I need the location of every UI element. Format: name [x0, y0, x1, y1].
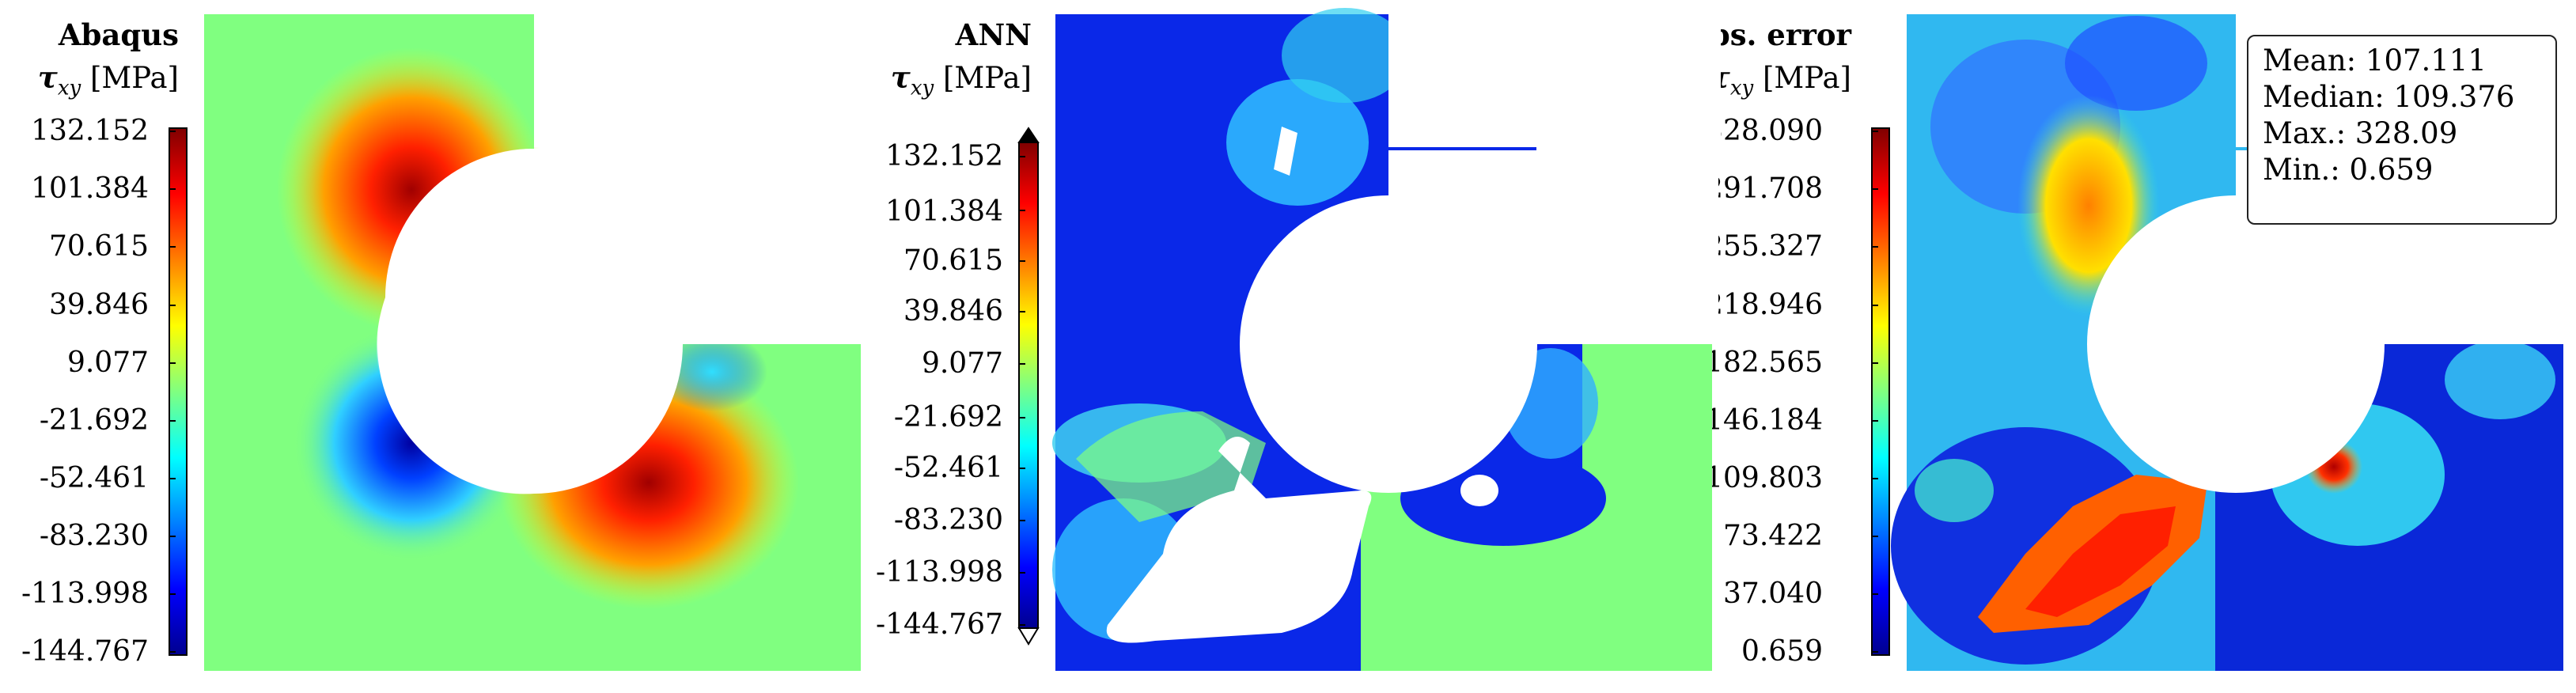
tick-label: 9.077 [921, 347, 1003, 380]
tick-label: 39.846 [903, 295, 1003, 328]
abaqus-panel-title: Abaqus [58, 17, 179, 52]
tick-label: 255.327 [1705, 230, 1823, 263]
tick-label: 101.384 [31, 172, 149, 205]
tick-label: -83.230 [893, 504, 1003, 536]
tick-label: 0.659 [1741, 635, 1823, 668]
abaqus-colorbar [169, 127, 188, 656]
tick-label: -144.767 [21, 635, 149, 668]
tick-label: 9.077 [66, 346, 149, 379]
error-stats-box: Mean: 107.111 Median: 109.376 Max.: 328.… [2247, 35, 2557, 225]
abaqus-panel-unit: τxy [MPa] [37, 60, 179, 100]
stats-min: Min.: 0.659 [2263, 153, 2434, 187]
tick-label: 182.565 [1705, 346, 1823, 379]
tick-label: -21.692 [39, 404, 149, 437]
tick-label: -113.998 [21, 578, 149, 610]
tick-label: -52.461 [893, 452, 1003, 484]
tick-label: -83.230 [39, 520, 149, 552]
tick-label: -144.767 [875, 608, 1003, 641]
tick-label: 70.615 [903, 244, 1003, 277]
abaqus-field [204, 0, 872, 671]
tick-label: -113.998 [875, 556, 1003, 589]
tick-label: 146.184 [1705, 404, 1823, 437]
error-colorbar [1871, 127, 1890, 656]
stats-max: Max.: 328.09 [2263, 116, 2458, 150]
tick-label: 328.090 [1705, 115, 1823, 147]
tick-label: -52.461 [39, 462, 149, 494]
ann-panel-title: ANN [955, 17, 1032, 52]
tick-label: 73.422 [1723, 520, 1823, 552]
ann-colorbar [1017, 127, 1040, 646]
stats-median: Median: 109.376 [2263, 80, 2515, 114]
tick-label: 132.152 [31, 115, 149, 147]
tick-label: 70.615 [49, 230, 149, 263]
tick-label: 218.946 [1705, 289, 1823, 321]
tick-label: 291.708 [1705, 172, 1823, 205]
ann-field [1052, 0, 1721, 671]
tick-label: 39.846 [49, 289, 149, 321]
tick-label: 132.152 [885, 140, 1003, 172]
tick-label: 101.384 [885, 195, 1003, 228]
stats-mean: Mean: 107.111 [2263, 44, 2487, 78]
tick-label: 37.040 [1723, 578, 1823, 610]
tick-label: 109.803 [1705, 462, 1823, 494]
tick-label: -21.692 [893, 401, 1003, 434]
ann-panel-unit: τxy [MPa] [890, 60, 1032, 100]
